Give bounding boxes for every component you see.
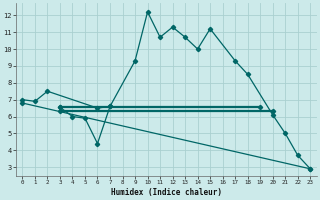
X-axis label: Humidex (Indice chaleur): Humidex (Indice chaleur)	[111, 188, 222, 197]
